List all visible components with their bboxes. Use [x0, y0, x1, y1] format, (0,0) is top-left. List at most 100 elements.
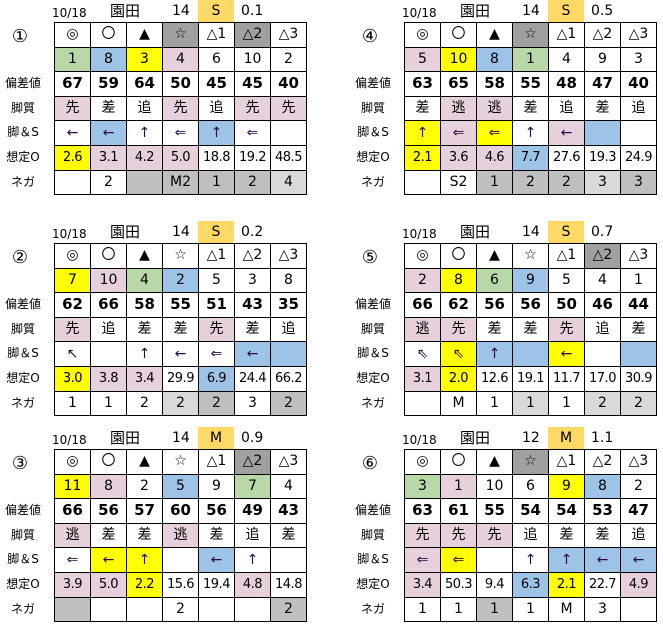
table-cell: 8 [584, 473, 621, 500]
row-label: 脚＆S [357, 346, 389, 361]
table-cell: 先 [198, 316, 235, 343]
mark-cell: 〇 [90, 243, 127, 269]
running-style-row: 差逃逃差追差追 [404, 95, 657, 122]
row-label: 偏差値 [4, 76, 41, 91]
table-cell: 10 [90, 267, 127, 294]
table-cell: 64 [126, 71, 163, 97]
track-name: 園田 [110, 2, 141, 20]
table-cell [270, 120, 307, 146]
race-panel: 10/18 園田 14 S 0.2 ② 偏差値 脚質 脚＆S 想定O ネガ ◎ 〇 ▲ ☆ △1 △2 △3 7 10… [0, 221, 310, 421]
table-cell: 差 [270, 522, 307, 549]
row-label: ネガ [10, 395, 35, 410]
table-cell: 1 [512, 46, 549, 73]
table-cell [512, 341, 549, 367]
table-cell: 差 [584, 522, 621, 549]
row-label: 脚質 [360, 527, 385, 542]
track-condition: M [548, 427, 584, 449]
table-cell: ↑ [404, 120, 441, 146]
table-cell: 59 [90, 71, 127, 97]
table-cell: 57 [126, 498, 163, 524]
race-date: 10/18 [402, 6, 437, 20]
row-label: 脚質 [360, 100, 385, 115]
table-cell: 2 [234, 169, 271, 196]
table-cell: 45 [198, 71, 235, 97]
prediction-table: ◎ 〇 ▲ ☆ △1 △2 △3 5 10 8 1 4 9 3 63 65 58 55 48 47 40 差逃逃差追差追 ↑… [404, 22, 657, 196]
mark-cell: ◎ [54, 449, 91, 475]
table-cell: 6 [198, 46, 235, 73]
mark-cell: △2 [234, 22, 271, 48]
table-cell: ⇐ [54, 547, 91, 573]
table-cell: 4 [584, 267, 621, 294]
table-cell: 8 [476, 46, 513, 73]
table-cell: 3 [620, 169, 657, 196]
table-cell: 9.4 [476, 571, 513, 598]
mark-cell: 〇 [90, 22, 127, 48]
row-label: 偏差値 [354, 503, 391, 518]
table-cell: 66 [90, 292, 127, 318]
mark-cell: △2 [234, 449, 271, 475]
table-cell: 差 [512, 316, 549, 343]
mark-cell: ◎ [404, 22, 441, 48]
table-cell: ⇐ [162, 120, 199, 146]
table-cell: 差 [90, 95, 127, 122]
table-cell: 58 [126, 292, 163, 318]
table-cell: 8 [90, 46, 127, 73]
table-cell [126, 169, 163, 196]
table-cell: 1 [476, 390, 513, 417]
mark-cell: △1 [198, 243, 235, 269]
table-cell: 60 [162, 498, 199, 524]
table-cell: 1 [54, 46, 91, 73]
table-cell: 先 [54, 316, 91, 343]
table-cell: 50 [548, 292, 585, 318]
table-cell [584, 120, 621, 146]
field-size: 14 [172, 3, 190, 19]
table-cell: 63 [404, 71, 441, 97]
table-cell: 差 [584, 95, 621, 122]
table-cell: 3.1 [90, 144, 127, 171]
deviation-row: 63 65 58 55 48 47 40 [404, 71, 657, 97]
table-cell: ← [198, 547, 235, 573]
row-label: 脚＆S [357, 552, 389, 567]
table-cell: 9 [584, 46, 621, 73]
table-cell: M [440, 390, 477, 417]
row-label: 偏差値 [4, 297, 41, 312]
table-cell: 1 [476, 169, 513, 196]
table-cell: 1 [198, 169, 235, 196]
table-cell: 2 [198, 390, 235, 417]
table-cell: 46 [584, 292, 621, 318]
table-cell: 4 [126, 267, 163, 294]
mark-cell: △3 [270, 243, 307, 269]
table-cell: 1 [440, 596, 477, 623]
table-cell: 4 [270, 473, 307, 500]
table-cell: 10 [234, 46, 271, 73]
style-speed-row: ← ← ↑ ⇐ ↑ ⇐ [54, 120, 307, 146]
table-cell: 3 [234, 390, 271, 417]
table-cell: 3 [584, 596, 621, 623]
horse-number-row: 3 1 10 6 9 8 2 [404, 473, 657, 500]
table-cell: 54 [548, 498, 585, 524]
table-cell: 3.4 [126, 365, 163, 392]
table-cell: 3.8 [90, 365, 127, 392]
table-cell: ← [548, 120, 585, 146]
table-cell [404, 169, 441, 196]
table-cell: 2 [90, 169, 127, 196]
running-style-row: 先先先追差差追 [404, 522, 657, 549]
table-cell: 19.2 [234, 144, 271, 171]
table-cell: 19.4 [198, 571, 235, 598]
horse-number-row: 11 8 2 5 9 7 4 [54, 473, 307, 500]
table-cell: ⇖ [440, 341, 477, 367]
table-cell: 3 [126, 46, 163, 73]
mark-cell: △3 [620, 243, 657, 269]
table-cell: 差 [90, 522, 127, 549]
table-cell: ← [90, 547, 127, 573]
table-cell: 逃 [440, 95, 477, 122]
row-label: 脚質 [10, 321, 35, 336]
table-cell: 24.4 [234, 365, 271, 392]
table-cell: 追 [126, 95, 163, 122]
mark-cell: △2 [584, 243, 621, 269]
table-cell: 3.0 [54, 365, 91, 392]
deviation-row: 66 56 57 60 56 49 43 [54, 498, 307, 524]
table-cell: 66 [404, 292, 441, 318]
row-label: ネガ [10, 174, 35, 189]
